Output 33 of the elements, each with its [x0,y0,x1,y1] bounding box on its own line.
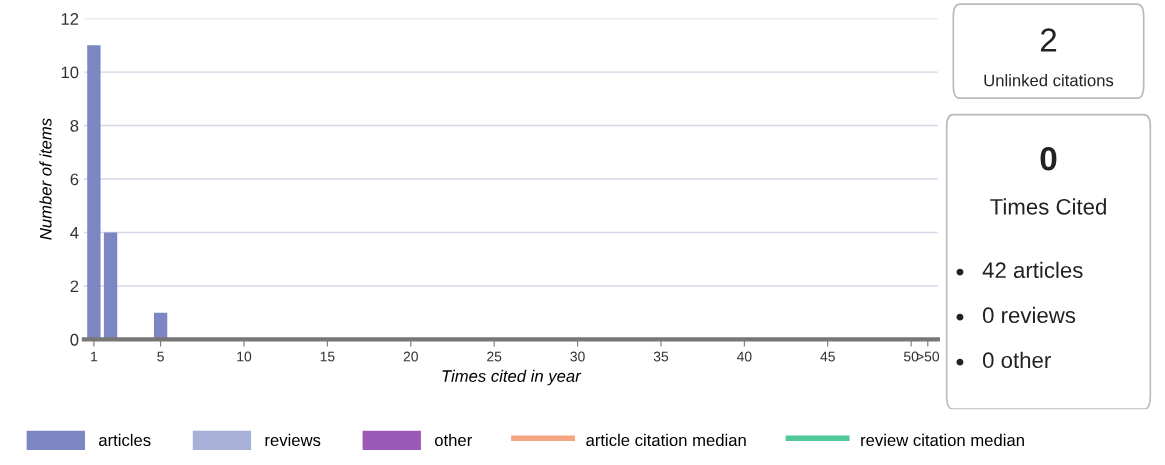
legend-label: articles [99,433,151,447]
y-tick-label: 12 [61,13,79,25]
legend-label: reviews [265,433,321,447]
text: 0 [1040,146,1057,171]
bar [87,45,101,340]
y-tick-label: 6 [70,173,79,186]
x-tick-label: 20 [403,351,418,362]
x-tick-label: 45 [820,351,835,362]
x-tick-label: 25 [487,351,502,362]
y-tick-label: 10 [61,66,79,79]
text: Times Cited [990,198,1106,215]
x-axis-title: Times cited in year [442,369,582,386]
x-tick-label: 10 [237,351,252,362]
legend-label: review citation median [861,433,1024,447]
y-tick-label: 2 [70,280,79,293]
legend-label: article citation median [586,433,746,447]
x-tick-label: 1 [91,351,98,362]
bar [103,232,118,340]
legend-label: other [434,433,472,447]
y-tick-label: 8 [70,119,79,132]
x-tick-label: 40 [736,351,752,362]
x-tick-label: 15 [320,351,335,362]
x-tick-label: 35 [653,351,669,362]
text: 2 [1040,28,1057,52]
x-tick-label: 30 [570,351,585,362]
y-axis-title: Number of items [39,118,52,240]
y-tick-label: 4 [70,227,79,239]
text: 42 articles [982,261,1083,279]
text: Unlinked citations [984,74,1114,87]
text: 0 other [982,351,1051,369]
x-tick-label: 5 [157,351,164,362]
text: 0 reviews [982,306,1076,324]
y-tick-label: 0 [70,333,79,346]
